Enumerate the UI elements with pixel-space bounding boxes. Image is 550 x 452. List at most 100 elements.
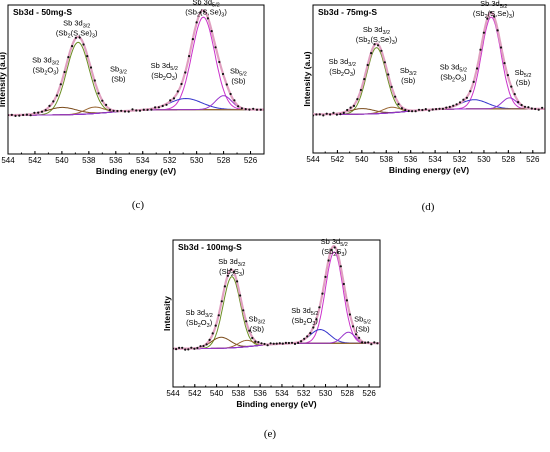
panel-caption: (c)	[132, 199, 145, 211]
data-point	[78, 36, 81, 39]
data-point	[116, 109, 119, 113]
x-tick-label: 544	[306, 155, 320, 164]
data-point	[417, 108, 421, 111]
data-point	[315, 318, 318, 321]
data-point	[82, 43, 85, 46]
peak-annotation: Sb5/2	[354, 314, 371, 325]
data-point	[312, 326, 315, 329]
data-point	[303, 337, 306, 340]
data-point	[86, 55, 89, 58]
component-peak	[313, 99, 545, 115]
data-point	[455, 103, 458, 106]
data-point	[202, 344, 205, 348]
data-point	[356, 98, 359, 101]
x-axis-label: Binding energy (eV)	[96, 166, 176, 176]
data-point	[445, 106, 448, 109]
data-point	[150, 108, 153, 111]
x-tick-label: 532	[453, 155, 467, 164]
data-point	[193, 347, 196, 350]
data-point	[214, 324, 217, 327]
data-point	[223, 285, 226, 288]
data-point	[380, 49, 383, 52]
data-point	[486, 17, 489, 20]
peak-annotation: (Sb)	[516, 78, 531, 87]
peak-annotation: (Sb2(S,Se)3)	[185, 7, 227, 18]
data-point	[44, 109, 47, 112]
x-tick-label: 538	[380, 155, 394, 164]
data-point	[40, 110, 44, 113]
data-point	[321, 292, 324, 295]
data-point	[363, 78, 366, 81]
data-point	[254, 340, 257, 343]
data-point	[309, 332, 312, 335]
x-tick-label: 540	[210, 389, 224, 398]
y-axis-label: Intensity (a.u)	[302, 51, 312, 106]
x-tick-label: 542	[28, 156, 42, 165]
data-point	[248, 108, 251, 111]
data-point	[176, 90, 179, 93]
data-point	[221, 72, 225, 76]
data-point	[345, 299, 348, 302]
peak-annotation: (Sb2O3)	[33, 65, 60, 76]
data-point	[324, 275, 327, 278]
data-point	[248, 329, 251, 332]
data-point	[370, 343, 373, 346]
data-point	[376, 342, 379, 345]
data-point	[476, 67, 479, 70]
data-point	[203, 10, 206, 13]
peak-annotation: Sb 3d5/2	[321, 237, 348, 248]
data-point	[157, 106, 160, 109]
data-point	[180, 82, 183, 86]
envelope-fit	[173, 244, 380, 350]
data-point	[359, 88, 362, 92]
data-point	[237, 105, 240, 108]
peak-annotation: (Sb2(S,Se)3)	[473, 9, 515, 20]
data-point	[205, 343, 208, 346]
peak-annotation: (Sb2O3)	[440, 72, 467, 83]
data-point	[414, 110, 417, 113]
data-point	[172, 97, 176, 100]
data-point	[290, 341, 294, 344]
x-tick-label: 526	[244, 156, 258, 165]
data-point	[293, 342, 297, 345]
data-point	[123, 110, 127, 113]
data-point	[229, 268, 233, 271]
data-point	[251, 336, 254, 340]
data-point	[208, 338, 211, 341]
plot-area	[173, 244, 380, 351]
data-point	[217, 314, 220, 317]
data-point	[499, 46, 503, 49]
peak-annotation: Sb 3d3/2	[63, 19, 90, 30]
peak-annotation: (Sb2O3)	[186, 318, 213, 329]
data-point	[214, 46, 217, 49]
data-point	[135, 109, 138, 112]
plot-frame	[172, 239, 381, 388]
x-tick-label: 538	[82, 156, 96, 165]
data-point	[513, 93, 516, 96]
peak-annotation: Sb 3d3/2	[186, 308, 213, 319]
data-point	[199, 345, 202, 348]
data-point	[67, 56, 70, 59]
peak-annotation: (Sb)	[250, 324, 265, 333]
x-axis-label: Binding energy (eV)	[236, 399, 316, 409]
data-point	[300, 340, 303, 343]
data-point	[421, 108, 424, 112]
peak-annotation: Sb 3d5/2	[480, 0, 507, 10]
data-point	[339, 113, 342, 116]
x-tick-label: 536	[109, 156, 123, 165]
data-point	[266, 344, 269, 347]
data-point	[108, 108, 111, 111]
data-point	[313, 114, 315, 117]
data-point	[48, 104, 51, 107]
x-tick-label: 534	[428, 155, 442, 164]
data-point	[327, 259, 330, 262]
data-point	[257, 341, 260, 344]
data-point	[127, 110, 130, 113]
x-tick-label: 528	[341, 389, 355, 398]
data-point	[275, 342, 278, 345]
peak-annotation: Sb 3d3/2	[218, 257, 245, 268]
peak-annotation: Sb5/2	[230, 67, 247, 78]
data-point	[322, 114, 325, 117]
data-point	[161, 104, 164, 108]
x-tick-label: 526	[526, 155, 540, 164]
